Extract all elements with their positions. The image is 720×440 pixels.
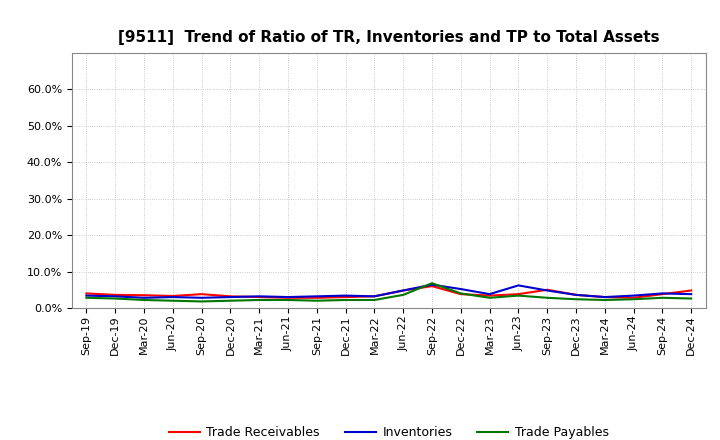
Inventories <box>284 294 292 300</box>
Trade Receivables <box>312 295 321 301</box>
Trade Payables <box>687 296 696 301</box>
Inventories <box>514 283 523 288</box>
Inventories <box>658 291 667 296</box>
Title: [9511]  Trend of Ratio of TR, Inventories and TP to Total Assets: [9511] Trend of Ratio of TR, Inventories… <box>118 29 660 45</box>
Trade Receivables <box>255 294 264 300</box>
Trade Receivables <box>284 295 292 301</box>
Trade Receivables <box>197 292 206 297</box>
Trade Receivables <box>456 292 465 297</box>
Trade Payables <box>226 298 235 303</box>
Inventories <box>370 293 379 299</box>
Inventories <box>600 294 609 300</box>
Inventories <box>687 292 696 297</box>
Trade Receivables <box>226 293 235 299</box>
Trade Payables <box>485 295 494 301</box>
Trade Payables <box>658 295 667 301</box>
Trade Receivables <box>370 293 379 299</box>
Trade Payables <box>168 298 177 303</box>
Trade Receivables <box>428 283 436 289</box>
Trade Payables <box>572 297 580 302</box>
Trade Payables <box>514 293 523 298</box>
Inventories <box>485 292 494 297</box>
Trade Payables <box>82 295 91 301</box>
Trade Receivables <box>687 288 696 293</box>
Trade Payables <box>111 296 120 301</box>
Inventories <box>168 294 177 300</box>
Trade Payables <box>284 297 292 303</box>
Trade Payables <box>399 292 408 297</box>
Trade Receivables <box>399 288 408 293</box>
Trade Payables <box>255 297 264 303</box>
Trade Payables <box>370 297 379 303</box>
Trade Receivables <box>341 294 350 300</box>
Legend: Trade Receivables, Inventories, Trade Payables: Trade Receivables, Inventories, Trade Pa… <box>164 422 613 440</box>
Trade Payables <box>629 297 638 302</box>
Trade Receivables <box>168 293 177 299</box>
Trade Receivables <box>111 292 120 297</box>
Line: Trade Receivables: Trade Receivables <box>86 286 691 298</box>
Inventories <box>82 293 91 298</box>
Line: Trade Payables: Trade Payables <box>86 283 691 301</box>
Inventories <box>226 294 235 300</box>
Trade Payables <box>312 298 321 303</box>
Trade Payables <box>543 295 552 301</box>
Inventories <box>572 292 580 297</box>
Inventories <box>399 288 408 293</box>
Trade Payables <box>600 297 609 303</box>
Trade Payables <box>341 297 350 303</box>
Trade Payables <box>197 299 206 304</box>
Trade Payables <box>428 281 436 286</box>
Trade Receivables <box>140 293 148 298</box>
Inventories <box>255 293 264 299</box>
Trade Payables <box>140 297 148 303</box>
Trade Receivables <box>658 292 667 297</box>
Trade Receivables <box>82 291 91 296</box>
Inventories <box>312 293 321 299</box>
Inventories <box>197 295 206 301</box>
Trade Receivables <box>629 295 638 301</box>
Inventories <box>629 293 638 298</box>
Trade Receivables <box>514 292 523 297</box>
Inventories <box>428 282 436 287</box>
Line: Inventories: Inventories <box>86 285 691 298</box>
Trade Receivables <box>543 287 552 293</box>
Inventories <box>140 295 148 301</box>
Trade Payables <box>456 291 465 296</box>
Trade Receivables <box>600 294 609 300</box>
Trade Receivables <box>485 293 494 298</box>
Inventories <box>456 286 465 292</box>
Trade Receivables <box>572 292 580 297</box>
Inventories <box>341 293 350 298</box>
Inventories <box>111 293 120 299</box>
Inventories <box>543 288 552 293</box>
